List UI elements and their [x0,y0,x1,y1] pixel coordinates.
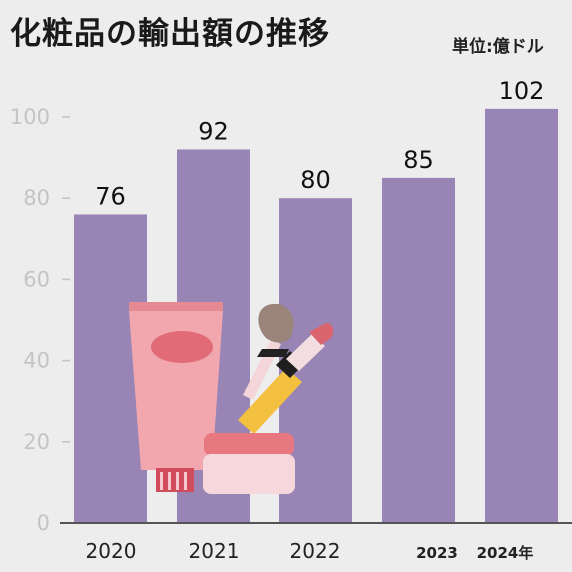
data-label: 92 [198,117,229,145]
x-axis: 2020 2021 2022 2023 2024年 [60,522,572,563]
y-tick-label: 0 [37,511,50,535]
data-labels-group: 76 92 80 85 102 [95,77,544,211]
cream-jar-icon [203,433,295,494]
bar-2024年 [485,108,558,523]
x-tick-label: 2023 [416,544,458,562]
lipstick-icon [238,323,334,434]
y-tick-label: 40 [23,349,50,373]
chart-title: 化粧品の輸出額の推移 [10,16,330,52]
cream-tube-icon [129,302,223,492]
cosmetics-illustration-icon [129,302,334,494]
x-tick-label: 2024年 [477,544,534,562]
y-tick-label: 80 [23,186,50,210]
y-tick-label: 100 [10,105,50,129]
bar-2023 [382,177,455,523]
y-axis: 0 20 40 60 80 100 [10,105,70,535]
x-tick-label: 2021 [189,539,240,563]
y-tick-label: 20 [23,430,50,454]
data-label: 85 [403,146,434,174]
data-label: 80 [300,166,331,194]
unit-label: 単位:億ドル [452,37,544,57]
x-tick-label: 2020 [86,539,137,563]
data-label: 102 [499,77,545,105]
x-tick-label: 2022 [290,539,341,563]
y-tick-label: 60 [23,267,50,291]
data-label: 76 [95,182,126,210]
makeup-brush-icon [243,303,294,400]
